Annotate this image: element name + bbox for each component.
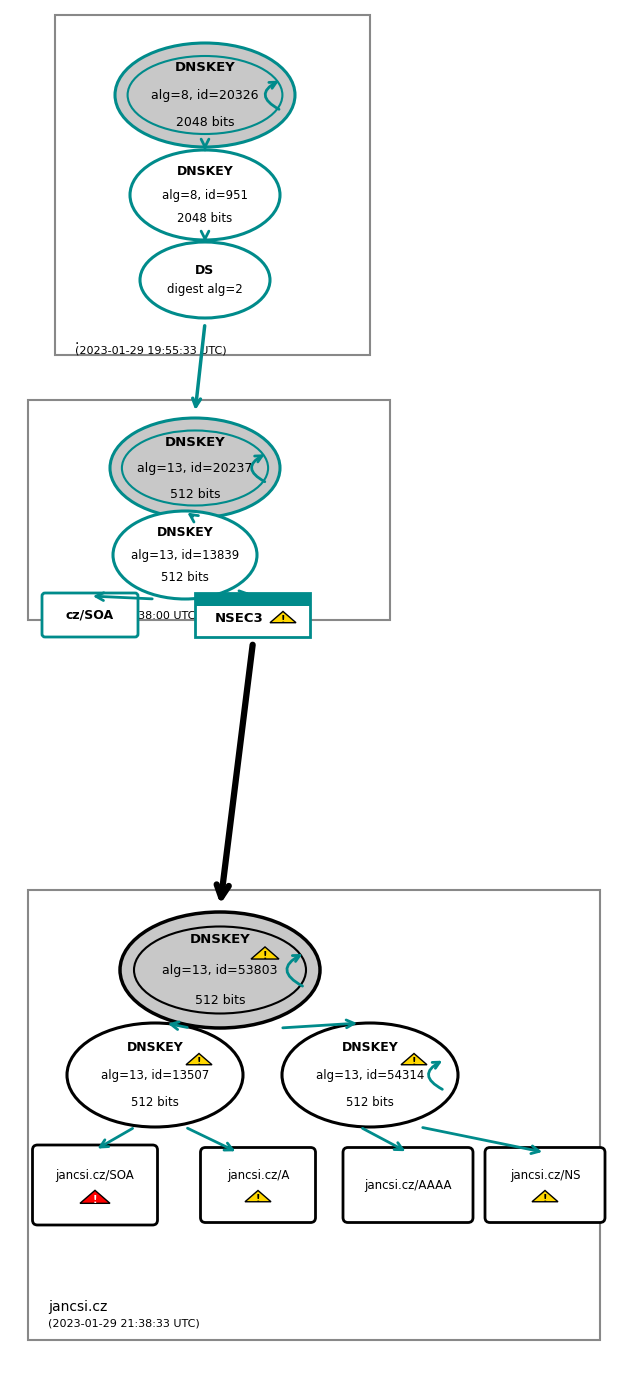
Text: DNSKEY: DNSKEY <box>156 526 213 539</box>
Text: !: ! <box>412 1056 416 1066</box>
Text: .: . <box>75 333 79 347</box>
Text: !: ! <box>256 1193 260 1204</box>
Ellipse shape <box>282 1023 458 1127</box>
FancyBboxPatch shape <box>343 1148 473 1222</box>
Text: alg=13, id=20237: alg=13, id=20237 <box>137 461 252 475</box>
Text: digest alg=2: digest alg=2 <box>167 283 243 297</box>
Text: 512 bits: 512 bits <box>161 572 209 584</box>
Polygon shape <box>80 1190 110 1203</box>
Text: 512 bits: 512 bits <box>346 1095 394 1109</box>
FancyBboxPatch shape <box>485 1148 605 1222</box>
Text: DNSKEY: DNSKEY <box>176 166 233 178</box>
Text: (2023-01-29 21:38:33 UTC): (2023-01-29 21:38:33 UTC) <box>48 1317 200 1329</box>
Ellipse shape <box>130 151 280 240</box>
Text: 512 bits: 512 bits <box>194 994 245 1007</box>
Text: !: ! <box>263 950 267 961</box>
FancyBboxPatch shape <box>200 1148 316 1222</box>
Text: DNSKEY: DNSKEY <box>175 62 235 75</box>
Polygon shape <box>186 1054 212 1065</box>
Ellipse shape <box>67 1023 243 1127</box>
Text: (2023-01-29 21:38:00 UTC): (2023-01-29 21:38:00 UTC) <box>48 610 200 620</box>
Text: jancsi.cz/NS: jancsi.cz/NS <box>510 1168 580 1182</box>
Polygon shape <box>401 1054 427 1065</box>
Text: DNSKEY: DNSKEY <box>341 1041 399 1055</box>
Text: 2048 bits: 2048 bits <box>177 211 232 225</box>
Ellipse shape <box>140 242 270 318</box>
Bar <box>28 889 600 1340</box>
Text: !: ! <box>93 1195 97 1204</box>
Text: alg=8, id=20326: alg=8, id=20326 <box>151 88 259 101</box>
Text: alg=8, id=951: alg=8, id=951 <box>162 188 248 202</box>
Text: 512 bits: 512 bits <box>170 487 220 500</box>
Text: alg=13, id=13507: alg=13, id=13507 <box>101 1069 209 1081</box>
Text: jancsi.cz/SOA: jancsi.cz/SOA <box>55 1168 135 1182</box>
Polygon shape <box>245 1190 271 1201</box>
Text: !: ! <box>281 615 285 624</box>
Text: DNSKEY: DNSKEY <box>165 435 225 449</box>
FancyBboxPatch shape <box>32 1145 158 1225</box>
Polygon shape <box>251 947 279 958</box>
Ellipse shape <box>120 911 320 1027</box>
Polygon shape <box>270 612 296 623</box>
Text: 512 bits: 512 bits <box>131 1095 179 1109</box>
Polygon shape <box>532 1190 558 1201</box>
Ellipse shape <box>110 418 280 518</box>
Text: alg=13, id=13839: alg=13, id=13839 <box>131 548 239 562</box>
Text: jancsi.cz: jancsi.cz <box>48 1300 108 1313</box>
Ellipse shape <box>115 43 295 146</box>
Text: !: ! <box>197 1056 201 1066</box>
Text: DNSKEY: DNSKEY <box>189 934 251 946</box>
Bar <box>196 592 310 606</box>
Text: alg=13, id=54314: alg=13, id=54314 <box>316 1069 424 1081</box>
Text: alg=13, id=53803: alg=13, id=53803 <box>162 964 278 976</box>
Text: !: ! <box>543 1193 547 1204</box>
Text: NSEC3: NSEC3 <box>214 612 263 626</box>
Text: DNSKEY: DNSKEY <box>127 1041 184 1055</box>
Ellipse shape <box>113 511 257 599</box>
Bar <box>55 15 370 355</box>
Text: cz: cz <box>48 594 63 608</box>
Text: DS: DS <box>195 264 214 276</box>
Text: (2023-01-29 19:55:33 UTC): (2023-01-29 19:55:33 UTC) <box>75 345 227 355</box>
Text: cz/SOA: cz/SOA <box>66 609 114 621</box>
Text: 2048 bits: 2048 bits <box>176 116 234 128</box>
Text: jancsi.cz/A: jancsi.cz/A <box>227 1168 289 1182</box>
Bar <box>28 400 390 620</box>
Text: jancsi.cz/AAAA: jancsi.cz/AAAA <box>365 1178 451 1192</box>
FancyBboxPatch shape <box>42 592 138 637</box>
Bar <box>196 592 310 637</box>
